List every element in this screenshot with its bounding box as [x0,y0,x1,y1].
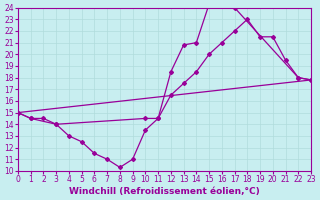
X-axis label: Windchill (Refroidissement éolien,°C): Windchill (Refroidissement éolien,°C) [69,187,260,196]
